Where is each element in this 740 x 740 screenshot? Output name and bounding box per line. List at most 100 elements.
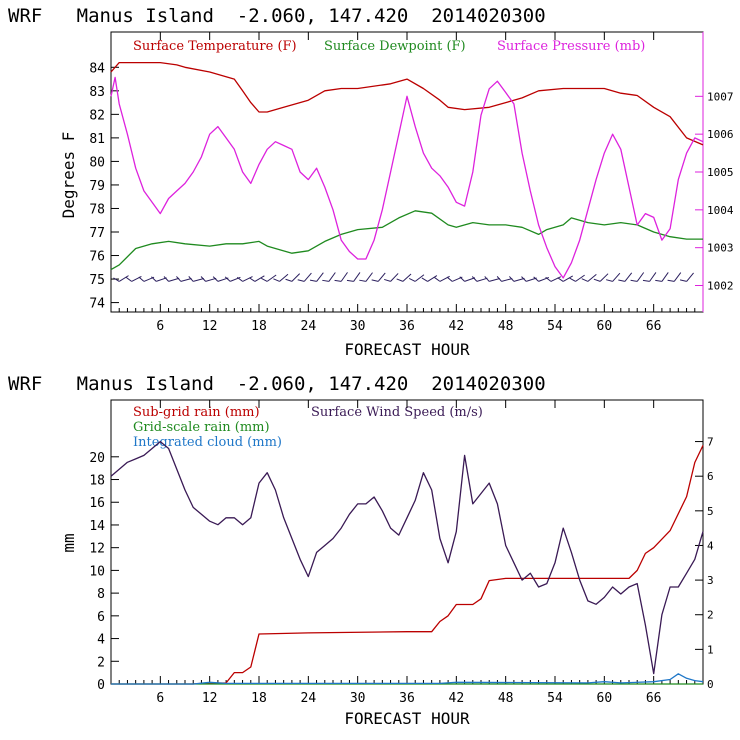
bottom-x-tick-label: 6 — [156, 691, 164, 706]
wind-barb — [297, 272, 312, 282]
bottom-legend-cloud: Integrated cloud (mm) — [133, 435, 282, 450]
bottom-x-tick-label: 48 — [498, 691, 514, 706]
top-x-tick-label: 6 — [156, 319, 164, 334]
wind-barb — [285, 273, 301, 282]
wind-barb — [408, 274, 425, 282]
bottom-legend-subgrid-rain: Sub-grid rain (mm) — [133, 405, 260, 420]
bottom-x-tick-label: 36 — [399, 691, 415, 706]
bottom-x-tick-label: 60 — [597, 691, 613, 706]
bottom-series-integrated-cloud-mm — [111, 673, 704, 685]
top-y-tick-label: 79 — [89, 179, 105, 194]
wind-barb — [508, 276, 525, 282]
top-y2-tick-label: 1003 — [707, 242, 734, 255]
wind-barb — [248, 275, 265, 282]
bottom-y-tick-label: 4 — [97, 633, 105, 648]
bottom-y-tick-label: 14 — [89, 519, 105, 534]
wind-barb — [396, 273, 412, 282]
bottom-x-tick-label: 42 — [449, 691, 465, 706]
top-x-tick-label: 60 — [597, 319, 613, 334]
top-series-surface-pressure-mb — [110, 76, 704, 279]
bottom-y-tick-label: 2 — [97, 655, 105, 670]
top-y-tick-label: 81 — [89, 132, 105, 147]
top-series-surface-dewpoint-f — [110, 210, 703, 271]
bottom-series-sub-grid-rain-mm — [111, 445, 704, 685]
bottom-y-tick-label: 0 — [97, 678, 105, 693]
bottom-y2-tick-label: 2 — [707, 609, 714, 622]
top-x-tick-label: 42 — [449, 319, 465, 334]
bottom-x-tick-label: 54 — [547, 691, 563, 706]
bottom-x-tick-label: 66 — [646, 691, 662, 706]
wind-barb — [605, 272, 621, 282]
top-x-tick-label: 18 — [251, 319, 267, 334]
bottom-y2-tick-label: 6 — [707, 470, 714, 483]
wind-barb — [322, 272, 336, 282]
top-x-tick-label: 30 — [350, 319, 366, 334]
wind-barb — [371, 272, 386, 282]
wind-barb — [151, 276, 167, 282]
bottom-y-tick-label: 8 — [97, 587, 105, 602]
wind-barb — [236, 276, 253, 282]
top-y2-tick-label: 1006 — [707, 128, 734, 141]
top-x-tick-label: 54 — [547, 319, 563, 334]
bottom-y2-tick-label: 0 — [707, 678, 714, 691]
wind-barb — [569, 274, 585, 282]
top-y-tick-label: 83 — [89, 85, 105, 100]
wind-barb — [384, 273, 399, 282]
wind-barbs-row — [113, 272, 694, 282]
bottom-y-tick-label: 12 — [89, 542, 105, 557]
wind-barb — [113, 275, 129, 282]
wind-barb — [642, 272, 657, 282]
bottom-y2-tick-label: 3 — [707, 574, 714, 587]
bottom-y2-tick-label: 4 — [707, 539, 714, 552]
top-legend-dewpoint: Surface Dewpoint (F) — [324, 39, 466, 54]
top-y-tick-label: 80 — [89, 155, 105, 170]
top-y-tick-label: 74 — [89, 297, 105, 312]
bottom-y-tick-label: 20 — [89, 451, 105, 466]
wind-barb — [176, 276, 192, 282]
bottom-y-tick-label: 16 — [89, 496, 105, 511]
wind-barb — [679, 272, 694, 282]
bottom-y-axis-label: mm — [59, 533, 78, 552]
wind-barb — [557, 275, 573, 282]
bottom-x-tick-label: 18 — [251, 691, 267, 706]
top-x-tick-label: 24 — [301, 319, 317, 334]
bottom-x-tick-label: 12 — [202, 691, 218, 706]
wind-barb — [359, 272, 373, 282]
top-x-axis-label: FORECAST HOUR — [344, 340, 470, 359]
bottom-x-axis-label: FORECAST HOUR — [344, 709, 470, 728]
top-y2-tick-label: 1004 — [707, 204, 734, 217]
top-series-surface-temperature-f — [110, 61, 704, 146]
bottom-y-tick-label: 18 — [89, 474, 105, 489]
wind-barb — [200, 276, 217, 282]
top-y-tick-label: 78 — [89, 202, 105, 217]
wind-barb — [630, 272, 645, 282]
wind-barb — [496, 276, 513, 282]
bottom-legend-wind: Surface Wind Speed (m/s) — [311, 405, 483, 420]
wind-barb — [484, 276, 500, 282]
top-x-tick-label: 12 — [202, 319, 218, 334]
top-y-tick-label: 77 — [89, 226, 105, 241]
bottom-y2-tick-label: 7 — [707, 436, 714, 449]
wind-barb — [309, 272, 324, 282]
bottom-x-tick-label: 24 — [301, 691, 317, 706]
top-chart-title: WRF Manus Island -2.060, 147.420 2014020… — [8, 5, 546, 27]
top-x-tick-label: 36 — [399, 319, 415, 334]
top-y-tick-label: 76 — [89, 250, 105, 265]
wind-barb — [163, 276, 180, 282]
bottom-chart-title: WRF Manus Island -2.060, 147.420 2014020… — [8, 373, 546, 395]
top-plot-frame — [110, 31, 704, 313]
wind-barb — [581, 273, 597, 282]
wind-barb — [667, 272, 682, 282]
wind-barb — [188, 276, 204, 282]
bottom-y-tick-label: 10 — [89, 564, 105, 579]
top-legend-pressure: Surface Pressure (mb) — [497, 39, 645, 54]
top-legend-temperature: Surface Temperature (F) — [133, 39, 297, 54]
top-y-tick-label: 84 — [89, 61, 105, 76]
top-y2-tick-label: 1007 — [707, 90, 734, 103]
wind-barb — [459, 276, 476, 282]
wind-barb — [273, 273, 289, 282]
top-x-tick-label: 66 — [646, 319, 662, 334]
wind-barb — [471, 276, 488, 282]
top-y-axis-label: Degrees F — [59, 132, 78, 219]
bottom-series-surface-wind-speed-m-s — [110, 440, 704, 675]
